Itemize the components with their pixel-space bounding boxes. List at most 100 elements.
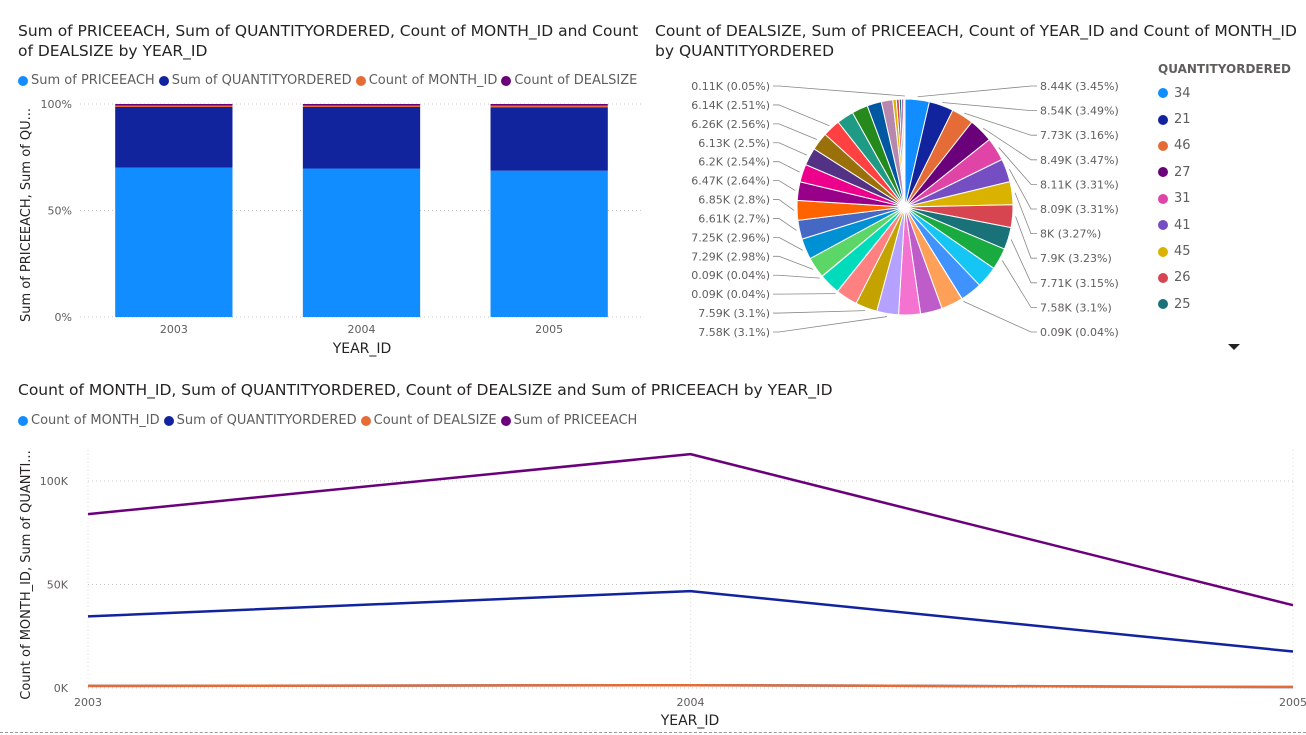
chart2-title-line1: Count of DEALSIZE, Sum of PRICEEACH, Cou… (655, 22, 1297, 40)
chart1-bar-segment[interactable] (302, 106, 421, 169)
chart1-ylabel: Sum of PRICEEACH, Sum of QU... (19, 108, 34, 322)
legend-dot-icon (158, 75, 169, 86)
chart1-bar-segment[interactable] (115, 106, 233, 168)
chart1-bar-segment[interactable] (302, 104, 421, 106)
chart1-bar-segment[interactable] (115, 104, 233, 106)
chart1-bar-segment[interactable] (115, 167, 233, 317)
chart3-legend-label: Sum of PRICEEACH (513, 413, 638, 428)
chart2-data-label: 6.61K (2.7%) (698, 212, 770, 225)
legend-scroll-down-icon[interactable] (1228, 344, 1240, 350)
legend-dot-icon (163, 415, 174, 426)
chart2-plot: 8.44K (3.45%) 8.54K (3.49%) 7.73K (3.16%) 8… (691, 80, 1119, 339)
chart3-ytick-label: 0K (54, 682, 69, 695)
chart2-label-leader (773, 142, 808, 156)
chart1-legend-label: Sum of QUANTITYORDERED (171, 73, 352, 88)
chart1-bar-segment[interactable] (302, 168, 421, 317)
chart2-legend-item[interactable]: 26 (1158, 265, 1291, 291)
chart3-legend-label: Count of DEALSIZE (373, 413, 497, 428)
chart1-legend-item[interactable]: Count of MONTH_ID (355, 73, 498, 88)
chart2-legend-label: 34 (1174, 85, 1191, 101)
chart3-legend-item[interactable]: Sum of QUANTITYORDERED (163, 413, 357, 428)
chart3-series-line[interactable] (87, 452, 1294, 607)
chart2-data-label: 7.25K (2.96%) (691, 231, 770, 244)
chart2-label-leader (773, 293, 836, 295)
chart3-series-line[interactable] (87, 683, 1294, 689)
chart2-label-leader (773, 218, 797, 231)
legend-dot-icon (18, 415, 28, 426)
chart2-label-leader (773, 274, 820, 279)
chart2-legend-item[interactable]: 45 (1158, 238, 1291, 264)
chart1-legend-item[interactable]: Count of DEALSIZE (501, 73, 637, 88)
chart2-title-line2: by QUANTITYORDERED (655, 42, 835, 60)
chart1-bar-segment[interactable] (490, 170, 608, 317)
chart2-label-leader (1001, 260, 1037, 308)
legend-dot-icon (1158, 246, 1168, 257)
chart1-bar-segment[interactable] (302, 105, 421, 107)
chart1-bar-segment[interactable] (490, 107, 608, 171)
chart3-ylabel: Count of MONTH_ID, Sum of QUANTI... (19, 450, 34, 699)
chart1-ytick-label: 100% (41, 98, 72, 111)
chart2-title: Count of DEALSIZE, Sum of PRICEEACH, Cou… (655, 21, 1305, 61)
chart3-xtick-label: 2005 (1279, 696, 1306, 709)
legend-dot-icon (18, 75, 28, 86)
chart2-data-label: 6.2K (2.54%) (698, 156, 770, 169)
chart2-legend-label: 25 (1174, 296, 1191, 312)
chart2-label-leader (982, 127, 1037, 161)
chart1-title-line1: Sum of PRICEEACH, Sum of QUANTITYORDERED… (18, 22, 639, 40)
chart2-data-label: 6.26K (2.56%) (691, 118, 770, 131)
chart2-legend-item[interactable]: 21 (1158, 106, 1291, 132)
chart2-legend-item[interactable]: 46 (1158, 133, 1291, 159)
chart2-legend-item[interactable]: 27 (1158, 159, 1291, 185)
legend-dot-icon (355, 75, 366, 86)
chart2-label-leader (773, 199, 795, 211)
chart1-bar-segment[interactable] (490, 104, 608, 106)
chart1-title: Sum of PRICEEACH, Sum of QUANTITYORDERED… (18, 21, 648, 61)
legend-dot-icon (500, 415, 511, 426)
chart3-xtick-label: 2004 (677, 696, 705, 709)
chart3-legend: Count of MONTH_ID Sum of QUANTITYORDERED… (18, 413, 641, 428)
chart1-legend-item[interactable]: Sum of PRICEEACH (18, 73, 155, 88)
chart3-legend-item[interactable]: Count of MONTH_ID (18, 413, 160, 428)
chart2-label-leader (998, 147, 1037, 185)
chart2-label-leader (773, 104, 830, 127)
chart2-label-leader (773, 316, 888, 333)
chart1-bar-segment[interactable] (490, 105, 608, 108)
chart2-legend-item[interactable]: 34 (1158, 80, 1291, 106)
chart3-series-line[interactable] (87, 589, 1294, 653)
legend-dot-icon (1158, 220, 1168, 231)
legend-dot-icon (360, 415, 371, 426)
chart3-xtick-label: 2003 (74, 696, 102, 709)
page-bottom-divider (0, 732, 1306, 733)
chart2-legend-item[interactable]: 41 (1158, 212, 1291, 238)
chart2-data-label: 8.49K (3.47%) (1040, 154, 1119, 167)
chart1-legend-label: Count of MONTH_ID (368, 73, 498, 88)
chart2-legend-label: 46 (1174, 138, 1191, 154)
chart2-label-leader (964, 112, 1037, 136)
chart2-legend-label: 31 (1174, 191, 1191, 207)
chart2-legend-item[interactable]: 25 (1158, 291, 1291, 317)
chart1-title-line2: of DEALSIZE by YEAR_ID (18, 42, 208, 60)
chart2-label-leader (773, 123, 818, 140)
chart2-legend-item[interactable]: 31 (1158, 186, 1291, 212)
chart1-plot: Sum of PRICEEACH, Sum of QU... YEAR_ID 0… (19, 98, 643, 357)
chart1-legend-label: Count of DEALSIZE (514, 73, 638, 88)
chart1-bar-segment[interactable] (115, 105, 233, 107)
chart1-legend-item[interactable]: Sum of QUANTITYORDERED (158, 73, 352, 88)
chart2-data-label: 7.73K (3.16%) (1040, 129, 1119, 142)
chart2-data-label: 7.58K (3.1%) (698, 326, 770, 339)
chart2-label-leader (1010, 239, 1037, 284)
chart2-label-leader (1009, 169, 1037, 210)
chart2-data-label: 8.11K (3.31%) (1040, 178, 1119, 191)
chart2-data-label: 0.09K (0.04%) (691, 288, 770, 301)
legend-dot-icon (1158, 88, 1168, 99)
chart2-data-label: 7.9K (3.23%) (1040, 252, 1112, 265)
chart2-data-label: 0.09K (0.04%) (691, 269, 770, 282)
chart3-legend-item[interactable]: Count of DEALSIZE (360, 413, 497, 428)
legend-dot-icon (1158, 140, 1168, 151)
chart2-label-leader (917, 85, 1037, 98)
chart2-data-label: 7.59K (3.1%) (698, 307, 770, 320)
chart3-legend-item[interactable]: Sum of PRICEEACH (500, 413, 638, 428)
chart2-data-label: 0.11K (0.05%) (691, 80, 770, 93)
chart2-data-label: 6.47K (2.64%) (691, 175, 770, 188)
legend-dot-icon (1158, 299, 1168, 310)
